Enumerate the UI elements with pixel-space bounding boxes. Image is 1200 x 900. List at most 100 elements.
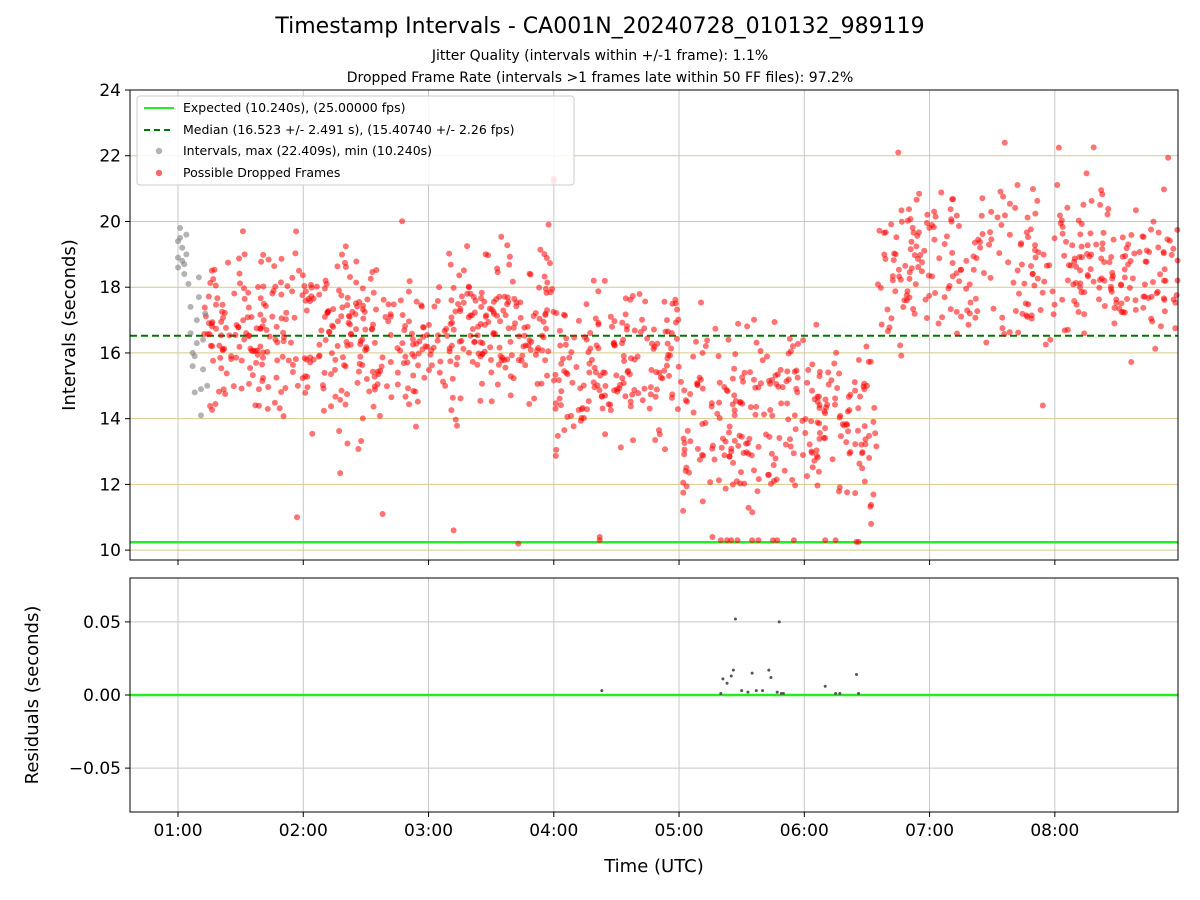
dropped-frame-point: [1051, 235, 1058, 242]
dropped-frame-point: [344, 440, 351, 447]
dropped-frame-point: [661, 367, 668, 374]
legend-intervals-swatch: [155, 147, 163, 155]
dropped-frame-point: [1057, 220, 1064, 227]
dropped-frame-point: [690, 353, 697, 360]
dropped-frame-point: [926, 292, 933, 299]
dropped-frame-point: [809, 449, 816, 456]
dropped-frame-point: [460, 267, 467, 274]
dropped-frame-point: [722, 438, 729, 445]
dropped-frame-point: [557, 402, 564, 409]
dropped-frame-point: [767, 406, 774, 413]
dropped-frame-point: [487, 344, 494, 351]
dropped-frame-point: [416, 338, 423, 345]
dropped-frame-point: [1146, 248, 1153, 255]
dropped-frame-point: [397, 347, 404, 354]
dropped-frame-point: [765, 471, 772, 478]
dropped-frame-point: [908, 238, 915, 245]
dropped-frame-point: [457, 308, 464, 315]
dropped-frame-point: [949, 259, 956, 266]
dropped-frame-point: [413, 423, 420, 430]
dropped-frame-point: [769, 412, 776, 419]
dropped-frame-point: [599, 405, 606, 412]
dropped-frame-point: [668, 330, 675, 337]
dropped-frame-point: [553, 446, 560, 453]
dropped-frame-point: [568, 412, 575, 419]
dropped-frame-point: [379, 510, 386, 517]
dropped-frame-point: [1093, 241, 1100, 248]
dropped-frame-point: [216, 342, 223, 349]
dropped-frame-point: [214, 295, 221, 302]
dropped-frame-point: [556, 327, 563, 334]
dropped-frame-point: [916, 190, 923, 197]
dropped-frame-point: [1031, 282, 1038, 289]
dropped-frame-point: [334, 318, 341, 325]
dropped-frame-point: [1014, 182, 1021, 189]
residual-point: [750, 671, 754, 675]
dropped-frame-point: [337, 396, 344, 403]
residuals-points: [600, 617, 861, 696]
dropped-frame-point: [709, 445, 716, 452]
dropped-frame-point: [274, 357, 281, 364]
dropped-frame-point: [1161, 308, 1168, 315]
dropped-frame-point: [1132, 306, 1139, 313]
dropped-frame-point: [707, 479, 714, 486]
dropped-frame-point: [986, 241, 993, 248]
dropped-frame-point: [1069, 242, 1076, 249]
dropped-frame-point: [291, 314, 298, 321]
dropped-frame-point: [367, 275, 374, 282]
dropped-frame-point: [477, 397, 484, 404]
dropped-frame-point: [363, 376, 370, 383]
dropped-frame-point: [1006, 329, 1013, 336]
dropped-frame-point: [661, 446, 668, 453]
dropped-frame-point: [922, 296, 929, 303]
intervals-y-tick-label: 14: [99, 410, 121, 430]
interval-point: [179, 244, 186, 251]
dropped-frame-point: [811, 396, 818, 403]
dropped-frame-point: [617, 381, 624, 388]
dropped-frame-point: [607, 407, 614, 414]
dropped-frame-point: [903, 297, 910, 304]
dropped-frame-point: [675, 363, 682, 370]
dropped-frame-point: [575, 317, 582, 324]
dropped-frame-point: [794, 340, 801, 347]
dropped-frame-point: [1172, 299, 1179, 306]
dropped-frame-point: [1105, 206, 1112, 213]
dropped-frame-point: [653, 386, 660, 393]
dropped-frame-point: [364, 296, 371, 303]
dropped-frame-point: [588, 356, 595, 363]
dropped-frame-point: [792, 482, 799, 489]
dropped-frame-point: [794, 374, 801, 381]
dropped-frame-point: [754, 488, 761, 495]
dropped-frame-point: [972, 295, 979, 302]
dropped-frame-point: [974, 308, 981, 315]
dropped-frame-point: [715, 353, 722, 360]
dropped-frame-point: [328, 350, 335, 357]
dropped-frame-point: [998, 221, 1005, 228]
dropped-frame-point: [620, 336, 627, 343]
dropped-frame-point: [412, 388, 419, 395]
dropped-frame-point: [241, 285, 248, 292]
dropped-frame-point: [420, 324, 427, 331]
dropped-frame-point: [483, 312, 490, 319]
dropped-frame-point: [400, 360, 407, 367]
interval-point: [195, 274, 202, 281]
dropped-frame-point: [354, 379, 361, 386]
dropped-frame-point: [997, 188, 1004, 195]
dropped-frame-point: [546, 260, 553, 267]
dropped-frame-point: [456, 272, 463, 279]
dropped-frame-point: [443, 325, 450, 332]
dropped-frame-point: [816, 429, 823, 436]
dropped-frame-point: [906, 206, 913, 213]
dropped-frame-point: [802, 415, 809, 422]
dropped-frame-point: [1136, 248, 1143, 255]
dropped-frame-point: [257, 343, 264, 350]
dropped-frame-point: [1000, 193, 1007, 200]
dropped-frame-point: [977, 244, 984, 251]
dropped-frame-point: [215, 388, 222, 395]
dropped-frame-point: [769, 537, 776, 544]
dropped-frame-point: [1122, 252, 1129, 259]
residual-point: [725, 681, 729, 685]
dropped-frame-point: [943, 233, 950, 240]
dropped-frame-point: [928, 222, 935, 229]
dropped-frame-point: [1039, 402, 1046, 409]
